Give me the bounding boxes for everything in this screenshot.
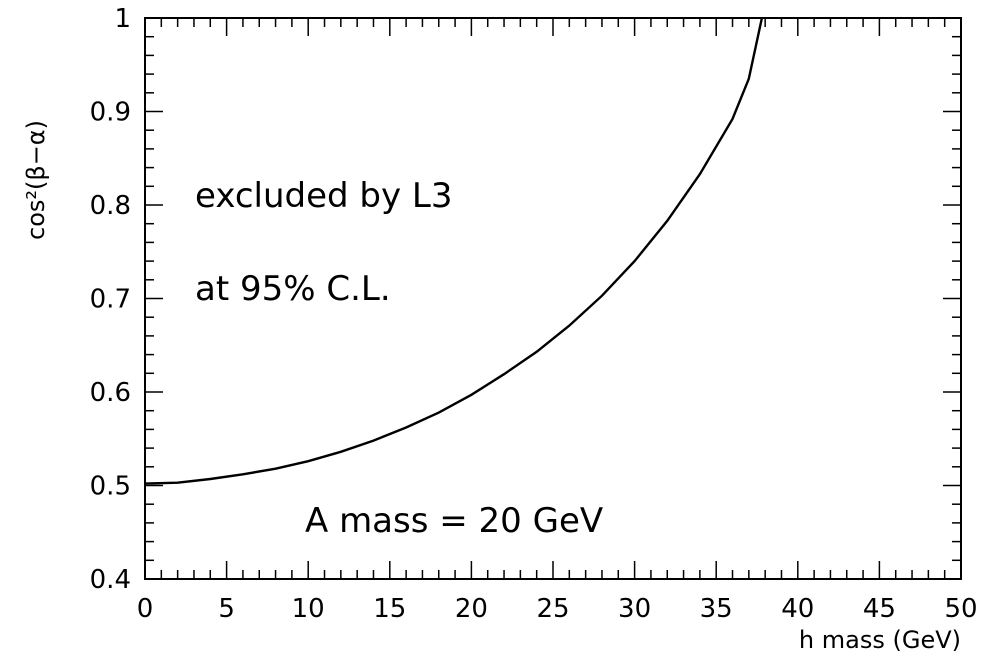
x-tick-label: 40 [781,594,814,624]
y-tick-labels: 0.4 0.5 0.6 0.7 0.8 0.9 1 [90,4,131,595]
y-tick-label: 0.7 [90,285,131,315]
x-tick-labels: 0 5 10 15 20 25 30 35 40 45 50 [137,594,978,624]
x-axis-title: h mass (GeV) [799,626,961,654]
annotation-excluded: excluded by L3 [195,176,453,216]
x-tick-label: 50 [944,594,977,624]
y-tick-label: 0.8 [90,191,131,221]
x-tick-label: 30 [618,594,651,624]
exclusion-curve [144,17,764,485]
x-tick-label: 10 [292,594,325,624]
annotation-a-mass: A mass = 20 GeV [305,501,603,541]
y-tick-label: 0.9 [90,98,131,128]
x-tick-label: 20 [455,594,488,624]
y-tick-label: 1 [114,4,131,34]
y-tick-label: 0.6 [90,378,131,408]
axis-ticks [144,17,962,580]
y-axis-title: cos²(β−α) [22,120,50,240]
x-tick-label: 25 [536,594,569,624]
x-tick-label: 45 [863,594,896,624]
x-tick-label: 35 [700,594,733,624]
x-tick-label: 0 [137,594,154,624]
y-tick-label: 0.4 [90,565,131,595]
annotation-cl: at 95% C.L. [195,269,391,309]
y-tick-label: 0.5 [90,472,131,502]
x-tick-label: 15 [373,594,406,624]
x-tick-label: 5 [218,594,235,624]
